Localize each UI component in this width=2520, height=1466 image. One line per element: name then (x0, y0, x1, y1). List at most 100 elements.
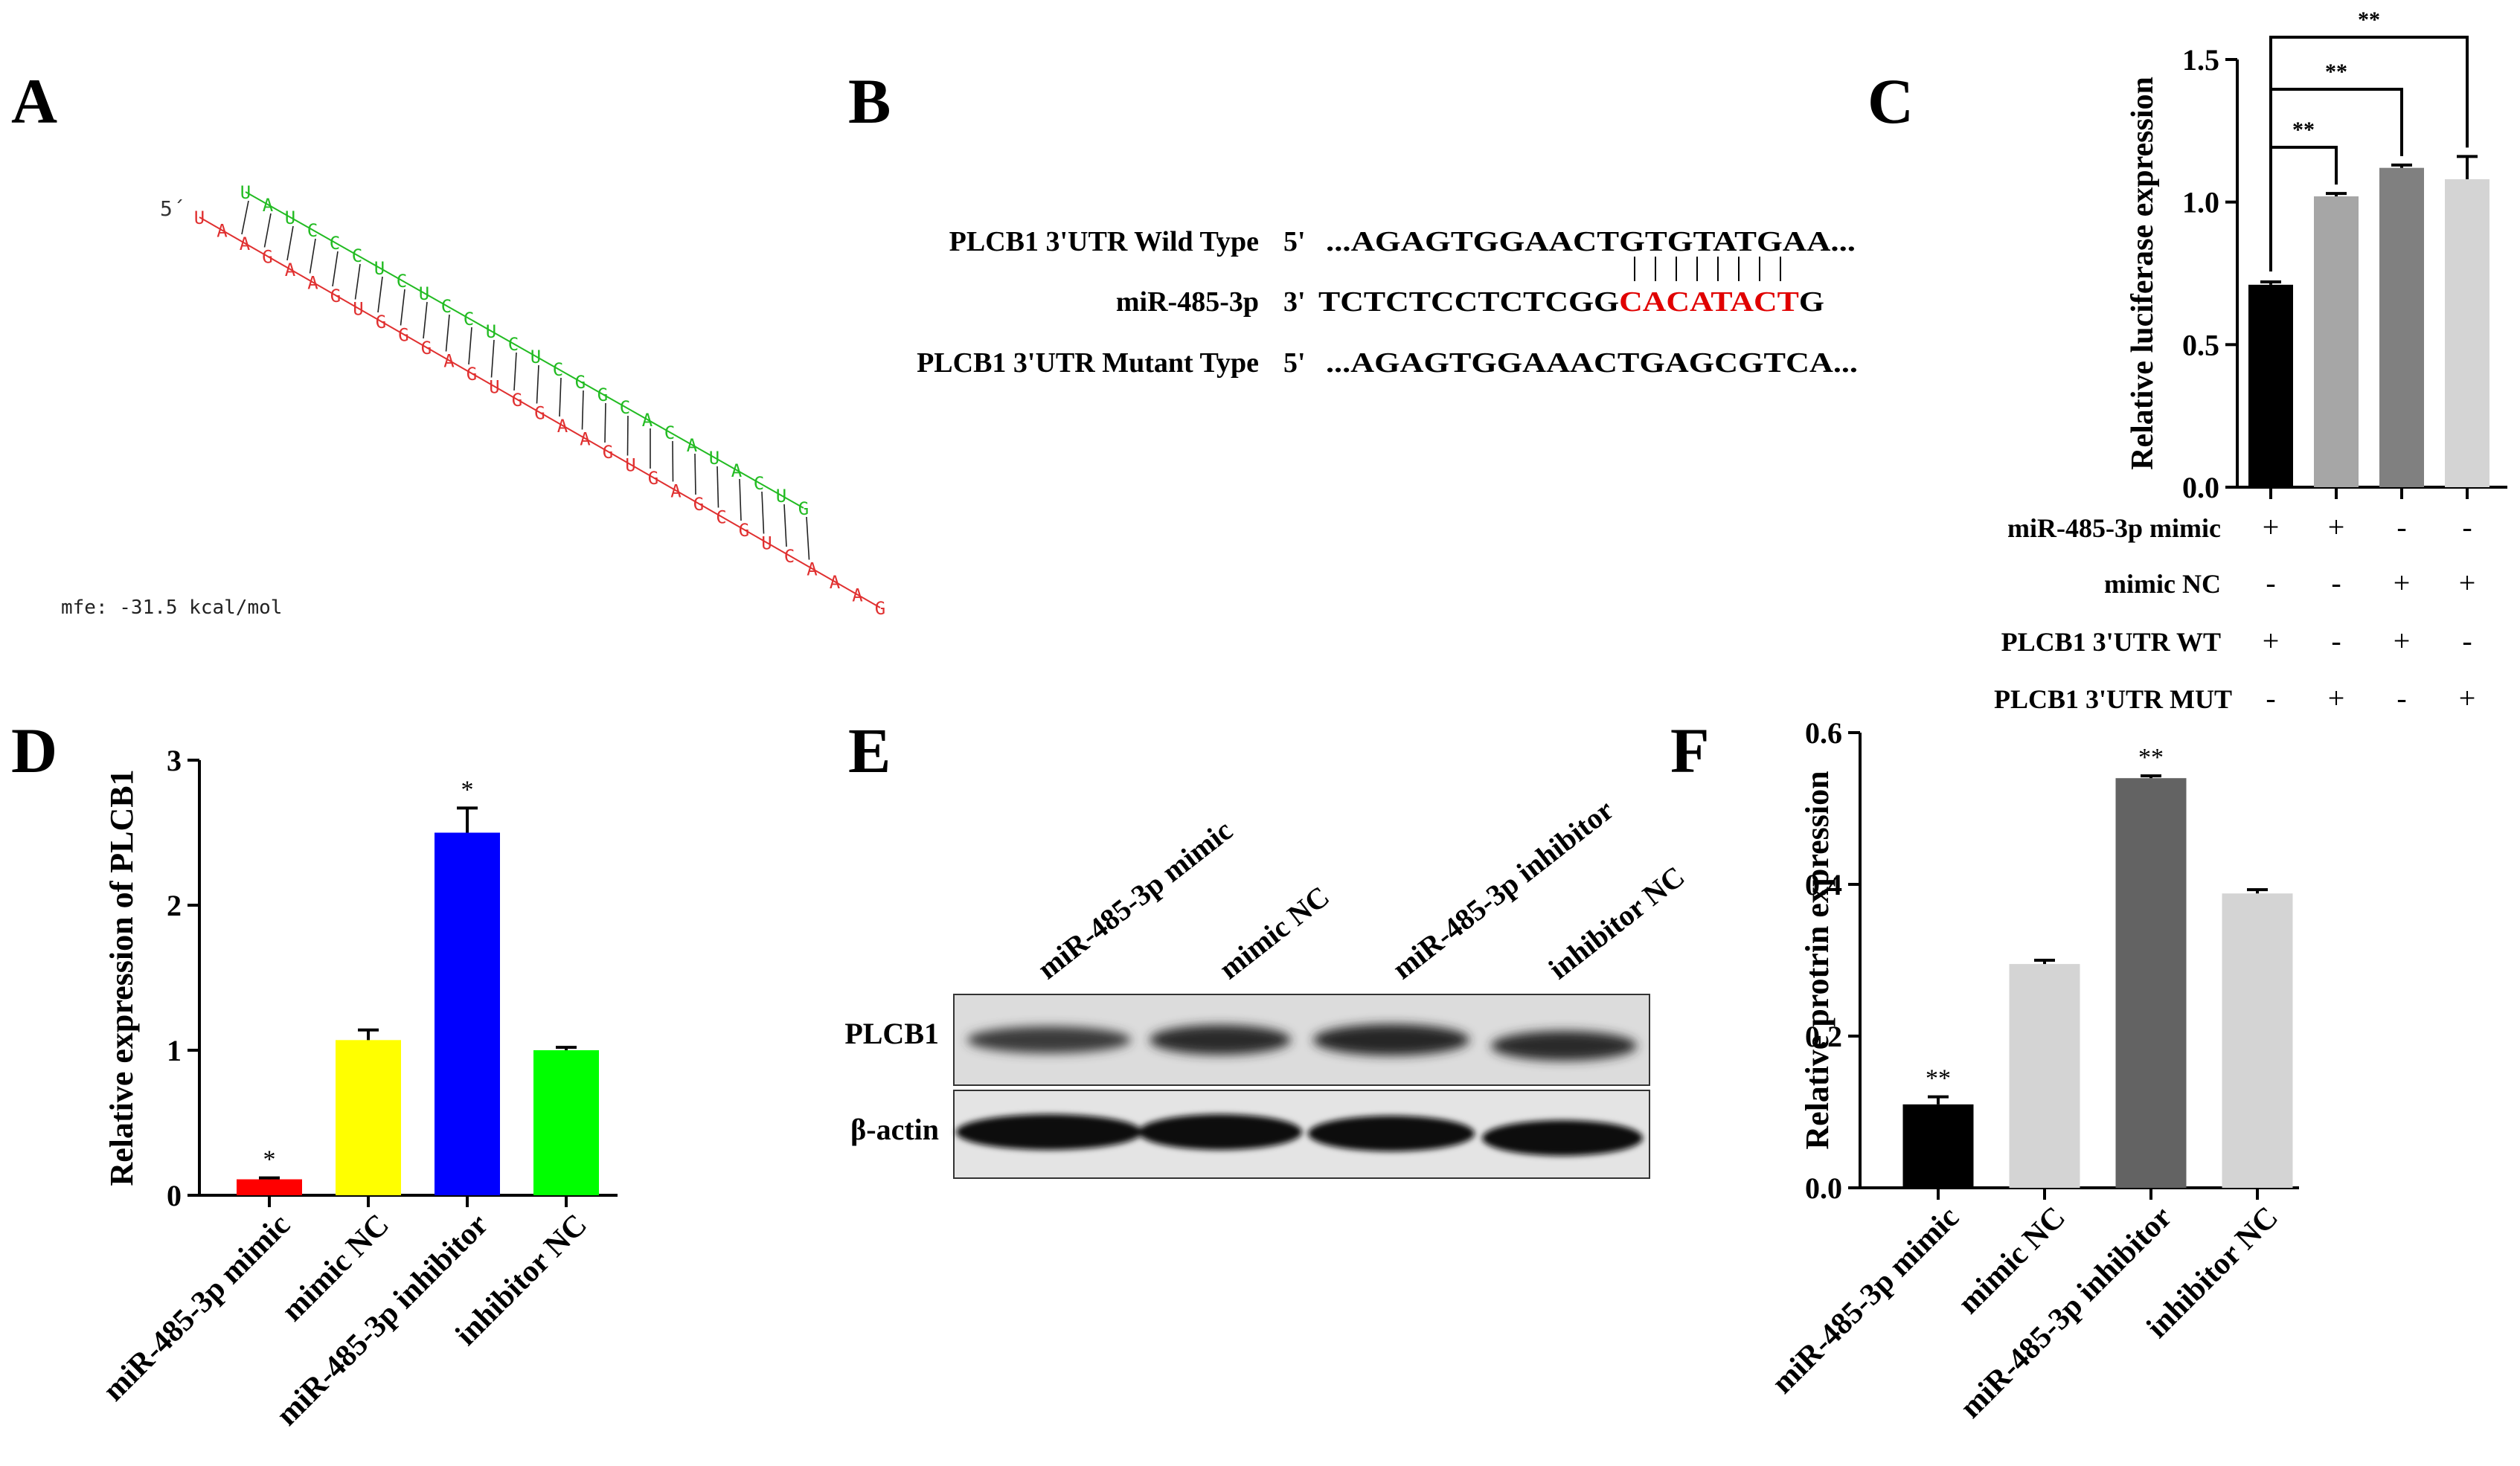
bar (2379, 167, 2424, 487)
base-pair (694, 453, 696, 495)
base-pair (513, 352, 517, 391)
panel-letter-e: E (848, 715, 891, 786)
target-nucleotide: G (330, 286, 341, 306)
lane-label-4: inhibitor NC (1542, 859, 1691, 986)
y-tick-label: 3 (167, 744, 182, 777)
base-pair (263, 213, 272, 248)
target-nucleotide: A (217, 221, 228, 242)
y-tick-label: 1.0 (2182, 186, 2219, 219)
mirna-nucleotide: C (754, 473, 764, 494)
x-tick-label: miR-485-3p inhibitor (1954, 1200, 2178, 1425)
mirna-nucleotide: A (263, 195, 274, 216)
base-pair (581, 390, 584, 430)
significance-star: ** (1926, 1065, 1951, 1093)
target-nucleotide: G (262, 247, 272, 268)
x-tick-label: miR-485-3p mimic (97, 1208, 297, 1408)
mirna-nucleotide: U (486, 321, 496, 342)
mirna-nucleotide: U (530, 347, 541, 367)
target-nucleotide: U (489, 377, 499, 398)
significance-star: * (263, 1146, 276, 1174)
base-pair (490, 339, 495, 378)
bar (2314, 196, 2359, 487)
y-tick-label: 1.5 (2182, 43, 2219, 77)
base-pair (445, 314, 450, 352)
chart-c: 0.0 0.5 1.0 1.5 Relative luciferase expressi… (1994, 7, 2507, 715)
condition-sign: + (2394, 566, 2411, 599)
target-nucleotide: A (443, 351, 455, 372)
panel-letter-a: A (11, 65, 57, 137)
base-pair (783, 504, 787, 547)
condition-sign: - (2462, 624, 2472, 658)
bar (533, 1050, 599, 1195)
five-prime-label: 5´ (160, 196, 185, 221)
y-tick-label: 2 (167, 889, 182, 922)
y-tick-label: 0.2 (1805, 1020, 1842, 1053)
base-pair (559, 377, 562, 417)
bar (2445, 179, 2489, 487)
target-nucleotide: A (807, 559, 818, 580)
target-nucleotide: A (557, 416, 568, 437)
y-tick-label: 0.0 (1805, 1171, 1842, 1205)
target-nucleotide: G (512, 390, 522, 411)
base-pair (739, 478, 742, 521)
significance-star: ** (2325, 60, 2347, 84)
target-nucleotide: U (761, 533, 772, 554)
mirna-seq-part1: TCTCTCCTCTCGG (1318, 286, 1619, 318)
base-pair (468, 327, 472, 365)
base-pair (400, 289, 405, 326)
bar (2248, 284, 2293, 487)
mut-sequence: ...AGAGTGGAAACTGAGCGTCA... (1326, 347, 1858, 379)
mirna-nucleotide: C (352, 245, 362, 266)
mut-label: PLCB1 3'UTR Mutant Type (917, 347, 1259, 379)
bar (435, 832, 500, 1195)
wt-label: PLCB1 3'UTR Wild Type (949, 226, 1259, 257)
y-tick-label: 0.0 (2182, 471, 2219, 504)
condition-sign: + (2263, 624, 2280, 658)
target-nucleotide: U (353, 299, 363, 320)
significance-star: ** (2292, 118, 2315, 142)
base-pair (241, 200, 249, 235)
condition-row-label: miR-485-3p mimic (2007, 513, 2221, 543)
panel-letter-b: B (848, 65, 891, 137)
bar (336, 1040, 401, 1195)
condition-row-label: PLCB1 3'UTR MUT (1994, 684, 2232, 714)
condition-sign: + (2263, 510, 2280, 544)
mirna-nucleotide: C (441, 296, 452, 317)
y-tick-label: 1 (167, 1034, 182, 1067)
target-nucleotide: G (398, 325, 408, 346)
base-pair (332, 251, 339, 287)
condition-sign: - (2462, 510, 2472, 544)
panel-letter-d: D (11, 715, 57, 786)
base-pair (309, 238, 316, 274)
condition-row-label: mimic NC (2104, 569, 2221, 599)
mirna-nucleotide: C (307, 220, 318, 241)
panel-letter-f: F (1670, 715, 1710, 786)
bar (237, 1179, 302, 1195)
bar (2009, 964, 2080, 1188)
target-nucleotide: G (875, 598, 885, 619)
target-nucleotide: U (194, 208, 205, 228)
target-nucleotide: G (467, 364, 477, 385)
mirna-nucleotide: C (553, 359, 563, 380)
target-nucleotide: A (830, 572, 841, 593)
y-tick-label: 0.6 (1805, 716, 1842, 750)
mirna-nucleotide: C (397, 271, 407, 292)
target-nucleotide: G (693, 494, 704, 515)
blot-row-actin: β-actin (850, 1113, 939, 1146)
mirna-nucleotide: A (731, 460, 743, 481)
condition-row-label: PLCB1 3'UTR WT (2001, 627, 2221, 657)
blot-bands-plcb1 (967, 1024, 1637, 1061)
target-nucleotide: A (285, 260, 296, 280)
condition-sign: - (2396, 510, 2406, 544)
mirna-nucleotide: U (240, 182, 251, 203)
target-nucleotide: C (784, 546, 795, 567)
condition-sign: + (2394, 624, 2411, 658)
mirna-nucleotide: U (419, 283, 429, 304)
mirna-nucleotide: C (508, 334, 519, 355)
condition-sign: - (2331, 566, 2341, 599)
target-nucleotide: A (580, 429, 591, 450)
y-tick-label: 0 (167, 1179, 182, 1212)
mirna-nucleotide: G (597, 385, 608, 405)
bar (1902, 1104, 1974, 1188)
